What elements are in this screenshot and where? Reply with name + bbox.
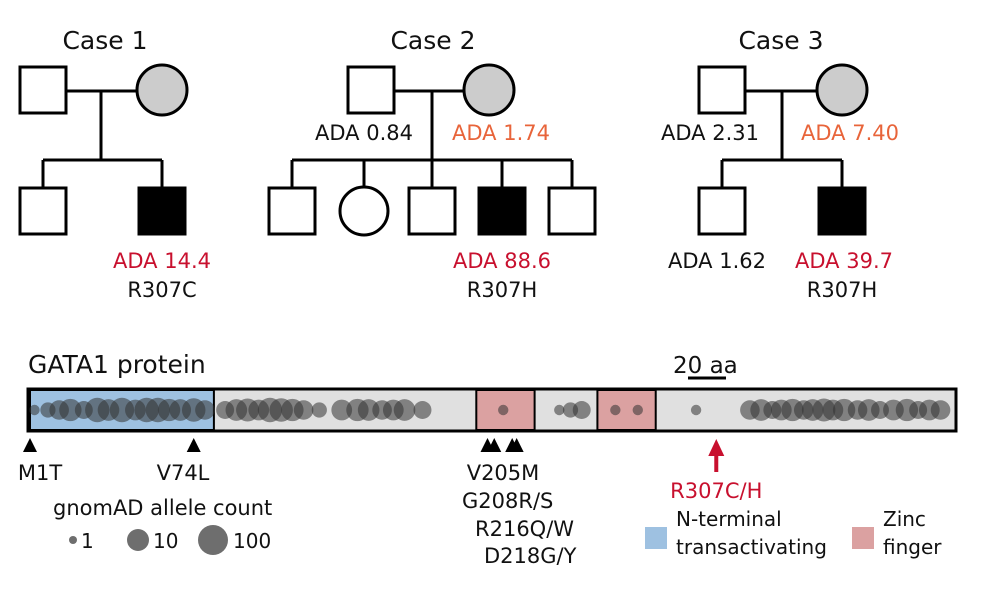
case-3-child-1-ada: ADA 1.62	[668, 249, 766, 273]
case-2-child-3-symbol	[407, 186, 457, 236]
mutation-label-r216q-w: R216Q/W	[475, 517, 574, 541]
case-2-proband-ada: ADA 88.6	[453, 249, 551, 273]
case-1-father-symbol	[18, 65, 68, 115]
pedigree-case-2: Case 2 ADA 0.84 ADA 1.74 ADA 88.6 R307H	[267, 26, 597, 302]
pedigree-case-1: Case 1 ADA 14.4 R307C	[18, 26, 211, 302]
legend-zf-label-line1: Zinc	[883, 507, 926, 531]
r307-arrow-head	[708, 439, 725, 456]
legend-dot-100-label: 100	[233, 529, 271, 553]
mutation-label-g208r-s: G208R/S	[462, 489, 553, 513]
case-3-mother-symbol	[815, 63, 869, 117]
case-1-child-1-symbol	[18, 186, 68, 236]
mutation-arrowhead-0	[23, 438, 37, 452]
variant-dot-23	[311, 402, 327, 418]
variant-dot-32	[554, 404, 565, 416]
pedigree-case-3: Case 3 ADA 2.31 ADA 7.40 ADA 1.62 ADA 39…	[661, 26, 899, 302]
gnomad-variant-dots	[29, 397, 951, 423]
mutation-label-v205m: V205M	[467, 461, 540, 485]
case-1-proband-ada: ADA 14.4	[113, 249, 211, 273]
mutation-label-m1t: M1T	[18, 461, 62, 485]
case-2-child-4-symbol	[477, 186, 527, 236]
case-2-child-2-symbol	[338, 185, 390, 237]
variant-dot-37	[690, 404, 702, 416]
legend-nterm-label-line1: N-terminal	[676, 507, 782, 531]
variant-dot-30	[413, 401, 432, 419]
protein-title: GATA1 protein	[28, 350, 206, 379]
case-2-father-ada: ADA 0.84	[315, 121, 413, 145]
case-1-title: Case 1	[62, 26, 147, 55]
case-2-proband-variant: R307H	[467, 278, 537, 302]
scale-bar-label: 20 aa	[673, 353, 738, 379]
legend-dot-1	[69, 536, 77, 544]
variant-dot-22	[293, 400, 314, 420]
variant-dot-31	[498, 404, 509, 416]
case-1-mother-symbol	[135, 63, 189, 117]
mutation-arrowhead-1	[186, 438, 201, 452]
legend-dot-1-label: 1	[81, 529, 94, 553]
case-3-proband-variant: R307H	[807, 278, 877, 302]
case-2-father-symbol	[346, 65, 396, 115]
variant-dot-3	[59, 398, 82, 422]
mutation-label-r307c-h: R307C/H	[670, 479, 762, 503]
mutation-label-v74l: V74L	[157, 461, 210, 485]
protein-outline	[26, 387, 958, 433]
legend-zf-label-line2: finger	[883, 535, 942, 559]
variant-dot-24	[331, 399, 353, 421]
legend: gnomAD allele count 1 10 100 N-terminal …	[53, 496, 942, 559]
case-3-father-ada: ADA 2.31	[661, 121, 759, 145]
legend-dot-10-label: 10	[153, 529, 178, 553]
legend-nterm-swatch	[645, 527, 667, 549]
case-2-child-1-symbol	[267, 186, 317, 236]
case-3-child-2-symbol	[817, 186, 867, 236]
case-1-child-2-symbol	[137, 186, 187, 236]
mutation-arrowhead-3	[487, 438, 502, 452]
variant-dot-55	[930, 400, 951, 420]
legend-zf-swatch	[852, 527, 874, 549]
variant-dot-14	[195, 400, 215, 420]
variant-dot-29	[393, 399, 416, 421]
case-3-proband-ada: ADA 39.7	[795, 249, 893, 273]
zinc-finger-domain-2	[596, 389, 657, 431]
case-2-child-5-symbol	[547, 186, 597, 236]
case-3-title: Case 3	[738, 26, 823, 55]
case-3-mother-ada: ADA 7.40	[801, 121, 899, 145]
gata1-protein-panel: GATA1 protein 20 aa M1T V74L V205M G208R/S R…	[18, 350, 958, 568]
mutation-label-d218g-y: D218G/Y	[484, 544, 577, 568]
case-3-father-symbol	[697, 65, 747, 115]
variant-dot-0	[29, 404, 40, 416]
variant-dot-34	[572, 401, 591, 419]
mutation-markers: M1T V74L V205M G208R/S R216Q/W D218G/Y R307C/H	[18, 438, 762, 568]
mutation-arrowhead-5	[509, 438, 524, 452]
case-1-proband-variant: R307C	[127, 278, 196, 302]
legend-dot-10	[127, 529, 149, 551]
case-2-mother-ada: ADA 1.74	[452, 121, 550, 145]
legend-nterm-label-line2: transactivating	[676, 535, 827, 559]
legend-dot-100	[198, 525, 228, 555]
case-2-mother-symbol	[462, 63, 516, 117]
variant-dot-35	[610, 404, 621, 416]
legend-size-title: gnomAD allele count	[53, 496, 272, 520]
variant-dot-36	[632, 404, 643, 416]
case-2-title: Case 2	[390, 26, 475, 55]
case-3-child-1-symbol	[697, 186, 747, 236]
